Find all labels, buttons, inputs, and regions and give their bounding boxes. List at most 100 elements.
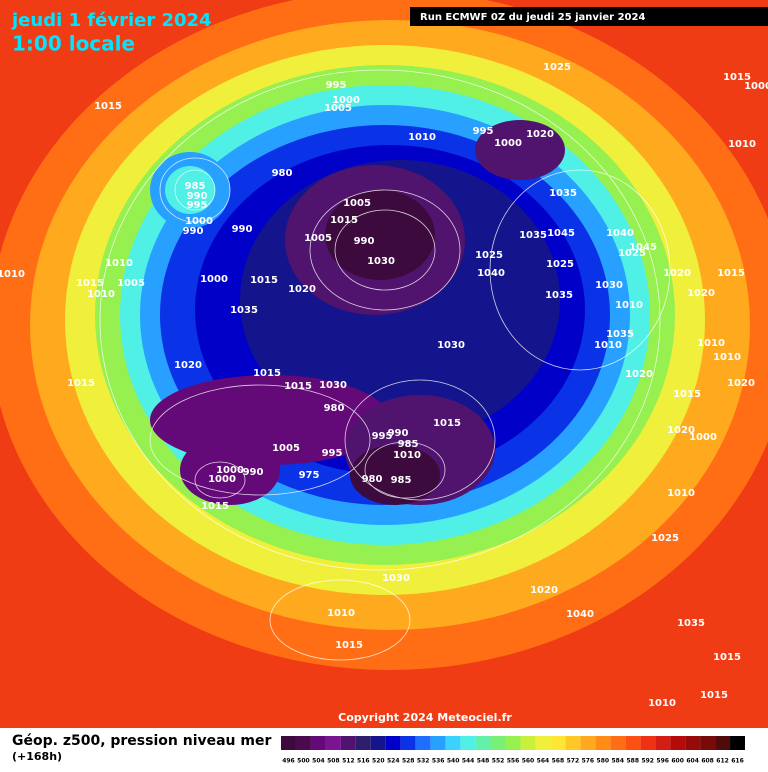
isobar-label: 1005: [117, 278, 145, 289]
isobar-label: 1020: [530, 585, 558, 596]
colorbar-swatch: [370, 736, 386, 750]
colorbar-swatch: [355, 736, 371, 750]
isobar-label: 1015: [717, 268, 745, 279]
isobar-label: 1015: [250, 275, 278, 286]
isobar-label: 1000: [494, 138, 522, 149]
isobar-label: 1035: [606, 329, 634, 340]
isobar-label: 995: [322, 448, 343, 459]
colorbar-label: 616: [731, 758, 744, 765]
colorbar-label: 548: [477, 758, 490, 765]
colorbar-label: 568: [552, 758, 565, 765]
colorbar-label: 596: [656, 758, 669, 765]
isobar-label: 1005: [304, 233, 332, 244]
isobar-label: 1015: [330, 215, 358, 226]
isobar-label: 1000: [216, 465, 244, 476]
isobar-label: 985: [398, 439, 419, 450]
colorbar-swatch: [310, 736, 326, 750]
colorbar-label: 580: [597, 758, 610, 765]
isobar-label: 1000: [332, 95, 360, 106]
colorbar-label: 612: [716, 758, 729, 765]
isobar-label: 995: [326, 80, 347, 91]
colorbar-label: 588: [626, 758, 639, 765]
isobar-label: 990: [187, 191, 208, 202]
colorbar-label: 544: [462, 758, 475, 765]
isobar-label: 1010: [327, 608, 355, 619]
isobar-label: 1005: [324, 103, 352, 114]
isobar-label: 1000: [208, 474, 236, 485]
isobar-label: 1035: [549, 188, 577, 199]
isobar-label: 1020: [174, 360, 202, 371]
colorbar-swatch: [505, 736, 521, 750]
colorbar-swatch: [610, 736, 626, 750]
isobar-label: 1015: [723, 72, 751, 83]
isobar-label: 1010: [697, 338, 725, 349]
colorbar-swatch: [460, 736, 476, 750]
isobar-label: 1030: [319, 380, 347, 391]
isobar-label: 1020: [526, 129, 554, 140]
colorbar-label: 516: [357, 758, 370, 765]
colorbar-label: 552: [492, 758, 505, 765]
colorbar-label: 504: [312, 758, 325, 765]
legend-subtitle: (+168h): [12, 750, 62, 763]
colorbar-label: 576: [582, 758, 595, 765]
colorbar-swatch: [685, 736, 701, 750]
colorbar-swatch: [730, 736, 745, 750]
isobar-label: 980: [324, 403, 345, 414]
isobar-label: 1015: [201, 501, 229, 512]
colorbar-label: 496: [282, 758, 295, 765]
colorbar-swatch: [475, 736, 491, 750]
colorbar-swatch: [430, 736, 446, 750]
isobar-label: 985: [391, 475, 412, 486]
isobar-label: 990: [183, 226, 204, 237]
colorbar-label: 560: [522, 758, 535, 765]
colorbar-label: 604: [686, 758, 699, 765]
legend-title: Géop. z500, pression niveau mer: [12, 733, 271, 749]
isobar-label: 1005: [343, 198, 371, 209]
colorbar-swatch: [490, 736, 506, 750]
colorbar-label: 508: [327, 758, 340, 765]
colorbar-swatch: [295, 736, 311, 750]
colorbar-swatch: [550, 736, 566, 750]
isobar-label: 1010: [408, 132, 436, 143]
colorbar-swatch: [670, 736, 686, 750]
isobar-label: 1015: [94, 101, 122, 112]
isobar-label: 1025: [475, 250, 503, 261]
isobar-label: 1020: [727, 378, 755, 389]
isobar-label: 1015: [713, 652, 741, 663]
isobar-label: 1015: [76, 278, 104, 289]
isobar-label: 1035: [545, 290, 573, 301]
isobar-label: 1015: [253, 368, 281, 379]
isobar-label: 1000: [689, 432, 717, 443]
isobar-label: 1045: [547, 228, 575, 239]
isobars: [99, 69, 671, 661]
colorbar-label: 572: [567, 758, 580, 765]
isobar-label: 1010: [713, 352, 741, 363]
isobar-label: 980: [362, 474, 383, 485]
colorbar-swatch: [655, 736, 671, 750]
isobar-label: 1015: [335, 640, 363, 651]
isobar-label: 1020: [687, 288, 715, 299]
title: jeudi 1 février 2024: [11, 10, 212, 31]
time: 1:00 locale: [12, 32, 135, 56]
colorbar-label: 584: [612, 758, 625, 765]
background: [0, 0, 768, 728]
isobar-label: 1010: [0, 269, 25, 280]
isobar-label: 1015: [433, 418, 461, 429]
colorbar-swatch: [595, 736, 611, 750]
colorbar-label: 532: [417, 758, 430, 765]
isobar-label: 1020: [288, 284, 316, 295]
colorbar-swatch: [625, 736, 641, 750]
colorbar-swatch: [565, 736, 581, 750]
isobar-label: 1035: [677, 618, 705, 629]
colorbar-label: 520: [372, 758, 385, 765]
isobar-label: 995: [473, 126, 494, 137]
isobar-label: 1015: [673, 389, 701, 400]
isobar-label: 1005: [272, 443, 300, 454]
colorbar-swatch: [580, 736, 596, 750]
colorbar-label: 512: [342, 758, 355, 765]
colorbar-label: 536: [432, 758, 445, 765]
run-bar: [410, 7, 768, 26]
colorbar-swatch: [415, 736, 431, 750]
isobar-label: 1015: [284, 381, 312, 392]
colorbar-swatch: [535, 736, 551, 750]
